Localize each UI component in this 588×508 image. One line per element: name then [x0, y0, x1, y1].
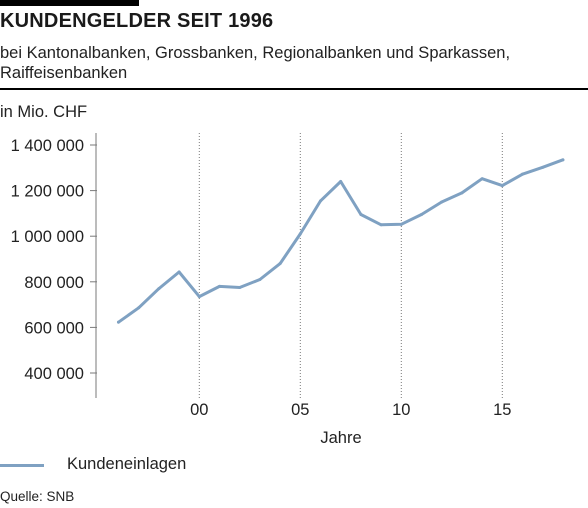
- y-tick-label: 1 000 000: [11, 228, 84, 246]
- data-point: [460, 191, 464, 195]
- data-point: [541, 165, 545, 169]
- y-tick-label: 1 200 000: [11, 183, 84, 201]
- data-point: [561, 158, 565, 162]
- data-point: [137, 306, 141, 310]
- y-tick-label: 600 000: [24, 319, 84, 337]
- chart-title: KUNDENGELDER SEIT 1996: [0, 10, 274, 32]
- title-accent-bar: [0, 0, 139, 6]
- data-point: [157, 287, 161, 291]
- data-point: [218, 284, 221, 288]
- header-rule: [0, 88, 588, 90]
- data-point: [440, 200, 444, 204]
- data-point: [258, 278, 262, 282]
- series-group: [117, 158, 565, 324]
- data-point: [399, 222, 403, 226]
- source-note: Quelle: SNB: [0, 489, 75, 504]
- x-tick-label: 15: [493, 401, 511, 419]
- chart-subtitle: bei Kantonalbanken, Grossbanken, Regiona…: [0, 44, 511, 82]
- data-point: [117, 320, 120, 324]
- x-tick-label: 10: [392, 401, 410, 419]
- data-point: [177, 270, 181, 274]
- data-point: [359, 213, 363, 217]
- data-point: [500, 184, 504, 188]
- grid-lines: [198, 133, 503, 398]
- unit-label: in Mio. CHF: [0, 103, 88, 121]
- data-point: [379, 223, 383, 227]
- data-point: [298, 232, 302, 236]
- data-point: [319, 199, 322, 203]
- data-point: [480, 177, 484, 181]
- x-tick-label: 05: [291, 401, 309, 419]
- y-tick-label: 400 000: [24, 365, 84, 383]
- data-point: [238, 286, 242, 289]
- x-axis-label: Jahre: [320, 429, 361, 447]
- data-point: [197, 295, 201, 299]
- legend-label: Kundeneinlagen: [67, 455, 187, 473]
- legend-swatch: [0, 464, 44, 467]
- y-axis: 400 000 600 000 800 000 1 000 000 1 200 000 1…: [11, 133, 97, 398]
- legend: Kundeneinlagen: [0, 455, 300, 477]
- data-point: [420, 213, 423, 217]
- x-tick-label: 00: [190, 401, 208, 419]
- data-point: [339, 179, 343, 183]
- y-tick-label: 800 000: [24, 274, 84, 292]
- y-tick-label: 1 400 000: [11, 137, 84, 155]
- data-point: [521, 172, 524, 176]
- data-point: [278, 262, 282, 266]
- x-axis: 00 05 10 15: [190, 401, 511, 419]
- series-line-kundeneinlagen: [117, 158, 565, 324]
